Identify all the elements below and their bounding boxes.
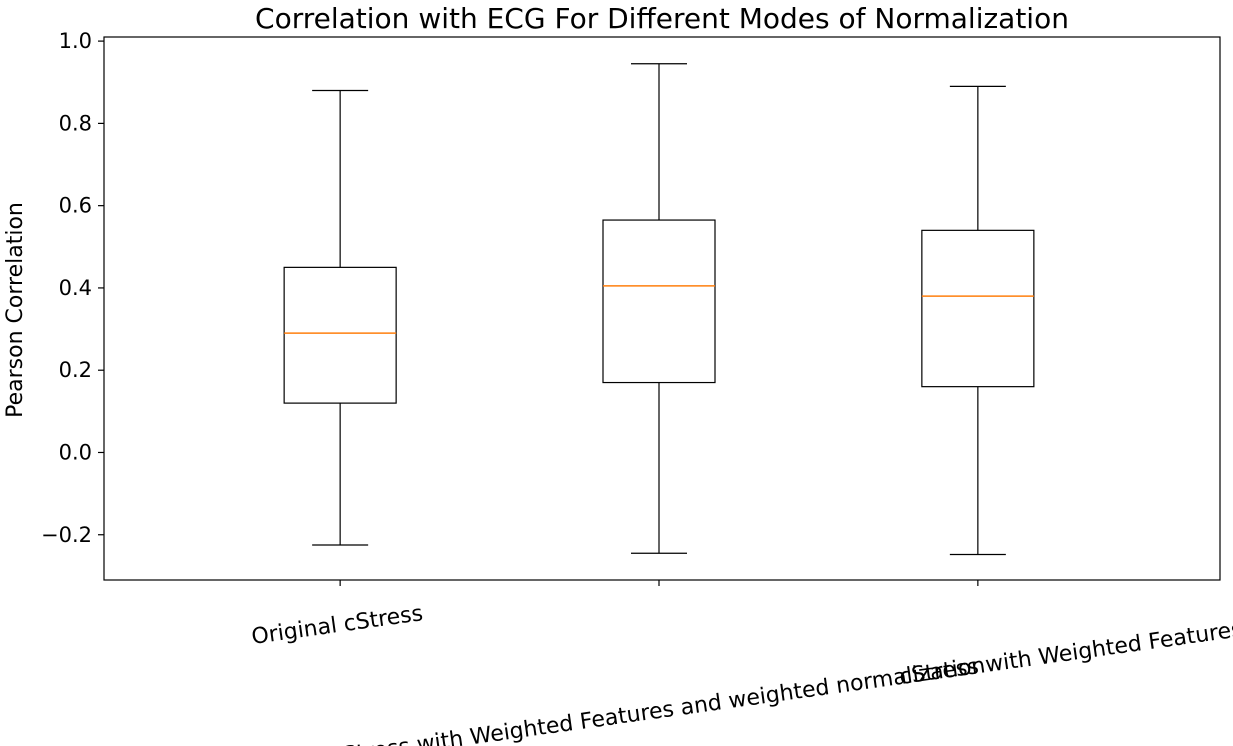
interquartile-box: [602, 219, 716, 384]
y-tick-label: 0.0: [59, 440, 92, 464]
box-series: [283, 63, 1035, 556]
plot-frame: [103, 36, 1221, 581]
box-1: [283, 89, 397, 546]
interquartile-box: [921, 229, 1035, 388]
y-tick-label: 0.8: [59, 111, 92, 135]
x-tick-label: cStress with Weighted Features and weigh…: [329, 653, 987, 746]
x-tick-label: cStress with Weighted Features: [898, 617, 1233, 690]
interquartile-box: [283, 266, 397, 404]
y-tick-label: 1.0: [59, 29, 92, 53]
y-tick-label: 0.2: [59, 358, 92, 382]
y-tick-label: −0.2: [41, 523, 92, 547]
y-tick-label: 0.4: [59, 276, 92, 300]
box-2: [602, 63, 716, 554]
y-tick-label: 0.6: [59, 194, 92, 218]
x-tick-label: Original cStress: [250, 601, 425, 650]
chart-title: Correlation with ECG For Different Modes…: [255, 2, 1069, 35]
y-axis: −0.2 0.0 0.2 0.4 0.6 0.8 1.0: [41, 29, 104, 547]
y-axis-label: Pearson Correlation: [3, 202, 28, 418]
box-3: [921, 85, 1035, 556]
